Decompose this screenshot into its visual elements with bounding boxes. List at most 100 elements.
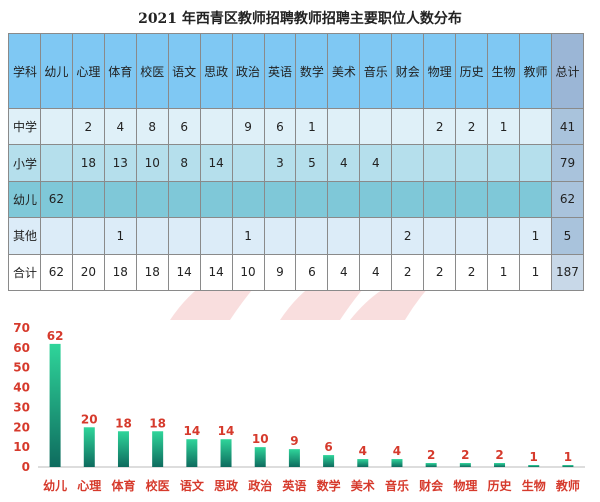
table-cell — [327, 217, 361, 255]
data-label: 6 — [324, 440, 332, 454]
table-cell — [359, 217, 393, 255]
table-cell — [327, 107, 361, 146]
table-header-row: 学科 幼儿 心理 体育 校医 语文 思政 政治 英语 数学 美术 音乐 财会 物理 历史 生物 教师 总计 — [8, 33, 585, 109]
table-cell: 2 — [391, 253, 425, 292]
header-cell: 生物 — [487, 33, 520, 109]
table-cell — [391, 107, 425, 146]
y-tick-label: 0 — [22, 460, 30, 474]
x-tick-label: 思政 — [214, 478, 239, 493]
table-cell: 1 — [487, 253, 520, 292]
bar — [494, 463, 506, 467]
table-cell — [359, 107, 393, 146]
data-label: 14 — [218, 424, 235, 438]
table-cell — [487, 144, 520, 182]
table-cell: 1 — [487, 107, 520, 146]
table-cell: 13 — [103, 144, 137, 182]
header-cell: 美术 — [327, 33, 361, 109]
data-label: 2 — [495, 448, 503, 462]
table-row: 幼儿 62 62 — [8, 180, 585, 219]
table-cell: 5 — [295, 144, 329, 182]
x-tick-label: 音乐 — [385, 478, 409, 493]
x-tick-label: 语文 — [180, 478, 205, 493]
table-row: 其他 1 1 2 1 5 — [8, 217, 585, 255]
table-row: 小学 18 13 10 8 14 3 5 4 4 79 — [8, 144, 585, 182]
table-cell — [519, 144, 552, 182]
table-cell: 6 — [167, 107, 201, 146]
table-cell — [519, 107, 552, 146]
table-cell — [199, 107, 233, 146]
header-cell: 英语 — [263, 33, 297, 109]
table-cell: 2 — [423, 253, 457, 292]
table-cell — [519, 180, 552, 219]
table-row: 中学 2 4 8 6 9 6 1 2 2 1 41 — [8, 107, 585, 146]
table-cell — [487, 217, 520, 255]
row-label: 合计 — [8, 253, 41, 292]
header-cell: 财会 — [391, 33, 425, 109]
table-cell — [39, 107, 73, 146]
table-cell: 1 — [295, 107, 329, 146]
header-cell: 幼儿 — [39, 33, 73, 109]
table-cell: 8 — [135, 107, 169, 146]
table-cell: 4 — [359, 253, 393, 292]
bar — [528, 465, 540, 467]
header-cell: 思政 — [199, 33, 233, 109]
y-tick-label: 70 — [13, 321, 30, 335]
x-tick-label: 历史 — [488, 478, 513, 493]
data-label: 18 — [115, 416, 132, 430]
header-cell-subject: 学科 — [8, 33, 41, 109]
header-cell: 校医 — [135, 33, 169, 109]
data-table: 学科 幼儿 心理 体育 校医 语文 思政 政治 英语 数学 美术 音乐 财会 物理 历史 生物 教师 总计 中学 2… — [8, 33, 585, 292]
data-label: 18 — [149, 416, 166, 430]
table-cell — [39, 144, 73, 182]
table-cell — [423, 217, 457, 255]
table-cell — [487, 180, 520, 219]
y-tick-label: 40 — [13, 381, 30, 395]
header-cell-total: 总计 — [550, 33, 585, 109]
x-tick-label: 物理 — [453, 478, 477, 493]
data-label: 4 — [359, 444, 367, 458]
table-cell: 6 — [295, 253, 329, 292]
table-cell: 14 — [199, 144, 233, 182]
bar — [391, 459, 403, 467]
row-total-cell: 79 — [550, 144, 585, 182]
x-tick-label: 英语 — [282, 478, 306, 493]
table-cell: 2 — [391, 217, 425, 255]
table-cell — [295, 217, 329, 255]
data-label: 1 — [530, 450, 538, 464]
table-cell: 8 — [167, 144, 201, 182]
row-label: 幼儿 — [8, 180, 41, 219]
row-total-cell: 5 — [550, 217, 585, 255]
bar — [83, 427, 95, 467]
header-cell: 音乐 — [359, 33, 393, 109]
table-cell: 4 — [327, 253, 361, 292]
table-cell — [231, 180, 265, 219]
header-cell: 政治 — [231, 33, 265, 109]
table-cell — [135, 217, 169, 255]
table-cell — [391, 180, 425, 219]
table-cell: 2 — [423, 107, 457, 146]
table-cell — [199, 217, 233, 255]
header-cell: 物理 — [423, 33, 457, 109]
table-cell: 9 — [231, 107, 265, 146]
table-cell — [167, 217, 201, 255]
table-cell — [167, 180, 201, 219]
row-label: 中学 — [8, 107, 41, 146]
bar — [323, 455, 335, 467]
header-cell: 心理 — [71, 33, 105, 109]
table-cell: 1 — [519, 217, 552, 255]
page-title: 2021 年西青区教师招聘教师招聘主要职位人数分布 — [138, 11, 462, 27]
data-label: 14 — [183, 424, 200, 438]
table-cell — [103, 180, 137, 219]
table-cell: 4 — [103, 107, 137, 146]
y-tick-label: 20 — [13, 420, 30, 434]
table-cell — [359, 180, 393, 219]
table-cell: 62 — [39, 180, 73, 219]
table-cell: 4 — [359, 144, 393, 182]
row-total-cell: 62 — [550, 180, 585, 219]
table-cell: 10 — [231, 253, 265, 292]
bar — [425, 463, 437, 467]
table-cell: 18 — [135, 253, 169, 292]
bar — [288, 449, 300, 467]
x-tick-label: 政治 — [248, 478, 272, 493]
table-cell — [231, 144, 265, 182]
